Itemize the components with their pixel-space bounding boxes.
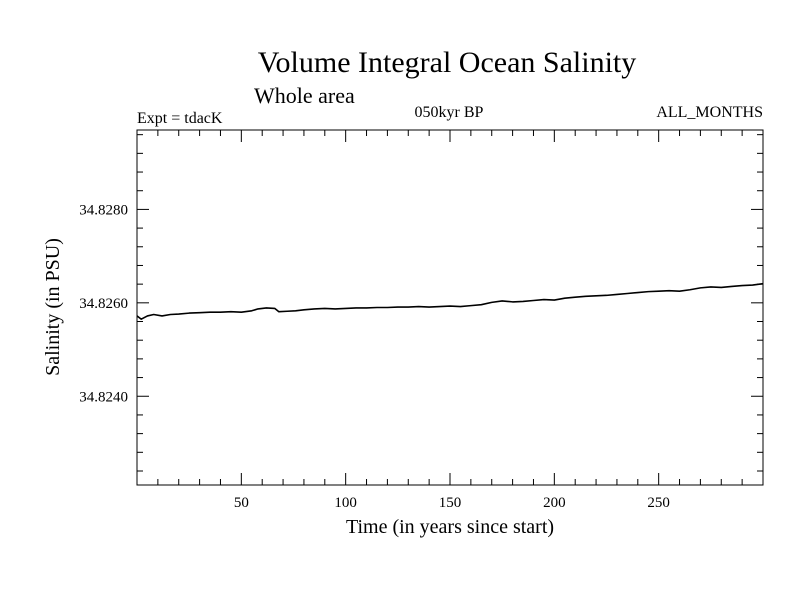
y-tick-label: 34.8280 bbox=[79, 202, 128, 218]
period-label: 050kyr BP bbox=[415, 104, 484, 121]
y-tick-label: 34.8260 bbox=[79, 296, 128, 312]
y-axis-label: Salinity (in PSU) bbox=[42, 238, 64, 376]
x-axis-label: Time (in years since start) bbox=[346, 516, 554, 538]
months-label: ALL_MONTHS bbox=[656, 104, 763, 121]
experiment-label: Expt = tdacK bbox=[137, 110, 223, 127]
x-tick-label: 150 bbox=[439, 495, 462, 511]
x-tick-label: 50 bbox=[234, 495, 249, 511]
axis-ticks bbox=[137, 130, 763, 485]
salinity-series-line bbox=[136, 282, 764, 320]
chart-title: Volume Integral Ocean Salinity bbox=[258, 46, 637, 79]
x-tick-label: 100 bbox=[334, 495, 357, 511]
plot-frame bbox=[136, 129, 764, 486]
y-tick-label: 34.8240 bbox=[79, 389, 128, 405]
x-tick-label: 250 bbox=[647, 495, 670, 511]
x-tick-label: 200 bbox=[543, 495, 566, 511]
chart-subtitle: Whole area bbox=[254, 83, 355, 108]
axis-tick-labels: 50 100 150 200 250 34.8240 34.8260 34.8280 bbox=[79, 202, 670, 511]
